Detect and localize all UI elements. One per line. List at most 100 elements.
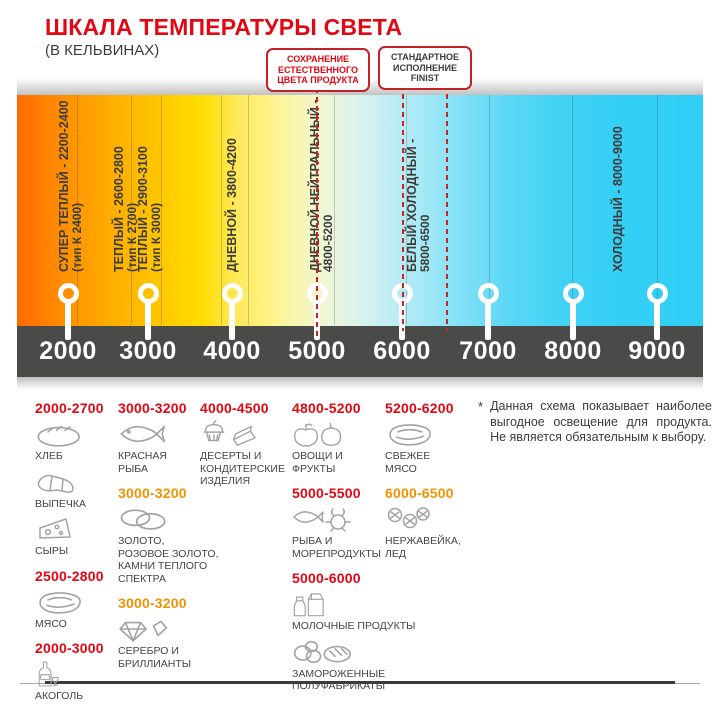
pastry-icon [35,468,115,496]
kelvin-tick-label: 5000 [288,337,346,365]
product-label: РЫБА И МОРЕПРОДУКТЫ [292,535,381,560]
ice-icon [385,505,480,533]
bread-icon [35,420,115,448]
tick-stem [654,302,660,340]
product-label: МОЛОЧНЫЕ ПРОДУКТЫ [292,620,416,632]
light-zone-label: БЕЛЫЙ ХОЛОДНЫЙ -5800-6500 [405,138,432,272]
temp-range-label: 4000-4500 [200,400,269,416]
product-item: ОВОЩИ И ФРУКТЫ [292,420,392,475]
product-column: 3000-3200 КРАСНАЯ РЫБА 3000-3200 ЗОЛОТО, РОЗО… [118,398,219,675]
temp-range-label: 6000-6500 [385,485,454,501]
tick-stem [570,302,576,340]
product-label: СЫРЫ [35,545,69,557]
product-item: РЫБА И МОРЕПРОДУКТЫ [292,505,392,560]
tick-marker [646,283,668,304]
page-title: ШКАЛА ТЕМПЕРАТУРЫ СВЕТА [45,14,403,40]
zone-guide-line [657,95,658,325]
temp-range-label: 3000-3200 [118,595,187,611]
footnote: * Данная схема показывает наиболее выгод… [478,399,712,446]
temp-range-label: 3000-3200 [118,400,187,416]
fruits-icon [292,420,392,448]
product-item: ЗОЛОТО, РОЗОВОЕ ЗОЛОТО, КАМНИ ТЕПЛОГО СПЕКТ… [118,505,219,585]
temp-range-label: 2000-3000 [35,640,104,656]
product-item: ВЫПЕЧКА [35,468,115,511]
temp-range-label: 5000-5500 [292,485,361,501]
zone-guide-line [572,95,573,325]
zone-guide-line [406,95,407,325]
zone-guide-line [248,95,249,325]
dessert-icon [200,420,295,448]
tick-marker [137,283,159,304]
product-item: НЕРЖАВЕЙКА, ЛЕД [385,505,480,560]
product-item: ДЕСЕРТЫ И КОНДИТЕРСКИЕ ИЗДЕЛИЯ [200,420,295,488]
kelvin-tick-label: 2000 [39,337,97,365]
product-column: 5200-6200 СВЕЖЕЕ МЯСО 6000-6500 НЕРЖАВЕЙКА, Л… [385,398,480,565]
product-label: НЕРЖАВЕЙКА, ЛЕД [385,535,461,560]
temp-range-label: 5000-6000 [292,570,361,586]
dairy-icon [292,590,392,618]
temp-range-label: 3000-3200 [118,485,187,501]
zone-guide-line [131,95,132,325]
product-item: ХЛЕБ [35,420,115,463]
zone-guide-line [161,95,162,325]
temp-range-label: 4800-5200 [292,400,361,416]
zone-guide-line [221,95,222,325]
zone-guide-line [489,95,490,325]
kelvin-tick-label: 9000 [628,337,686,365]
kelvin-tick-label: 3000 [119,337,177,365]
light-zone-label: ХОЛОДНЫЙ - 8000-9000 [611,126,625,272]
seafood-icon [292,505,392,533]
tick-marker [221,283,243,304]
kelvin-scale-bar [17,326,703,377]
temp-range-label: 5200-6200 [385,400,454,416]
product-label: КРАСНАЯ РЫБА [118,450,167,475]
product-label: ВЫПЕЧКА [35,497,86,510]
light-zone-label: ТЕПЛЫЙ - 2900-3100 (тип К 3000) [136,146,163,272]
product-label: СЕРЕБРО И БРИЛЛИАНТЫ [118,645,192,670]
temp-range-label: 2500-2800 [35,567,104,584]
product-item: АКОГОЛЬ [35,660,115,703]
callout-leader-line [402,85,404,331]
product-item: СЫРЫ [35,515,115,558]
kelvin-tick-label: 8000 [544,337,602,365]
zone-guide-line [334,95,335,325]
product-item: ЗАМОРОЖЕННЫЕ ПОЛУФАБРИКАТЫ [292,638,392,693]
scale-bar-shadow [17,377,703,390]
product-item: СВЕЖЕЕ МЯСО [385,420,480,475]
tick-stem [229,302,235,340]
kelvin-tick-label: 4000 [203,337,261,365]
tick-marker [562,283,584,304]
product-item: МЯСО [35,588,115,631]
product-label: ЗОЛОТО, РОЗОВОЕ ЗОЛОТО, КАМНИ ТЕПЛОГО СПЕКТ… [118,535,219,585]
tick-stem [65,302,71,340]
product-item: МОЛОЧНЫЕ ПРОДУКТЫ [292,590,416,633]
cheese-icon [35,515,115,543]
temperature-gradient-band [17,95,703,326]
tick-marker [477,283,499,304]
rings-icon [118,505,203,533]
fish-icon [118,420,203,448]
callout-preserve-natural-color: СОХРАНЕНИЕ ЕСТЕСТВЕННОГО ЦВЕТА ПРОДУКТА [266,48,370,92]
footnote-text: Данная схема показывает наиболее выгодно… [490,399,712,444]
kelvin-tick-label: 7000 [459,337,517,365]
tick-stem [145,302,151,340]
light-zone-label: ДНЕВНОЙ НЕЙТРАЛЬНЫЙ -4800-5200 [308,99,335,272]
temp-range-label: 2000-2700 [35,400,104,416]
tick-stem [485,302,491,340]
product-label: ЗАМОРОЖЕННЫЕ ПОЛУФАБРИКАТЫ [292,667,386,693]
product-label: АКОГОЛЬ [35,690,84,702]
callout-finist-standard: СТАНДАРТНОЕ ИСПОЛНЕНИЕ FINIST [378,46,472,90]
product-column: 4000-4500 ДЕСЕРТЫ И КОНДИТЕРСКИЕ ИЗДЕЛИЯ [200,398,295,493]
product-label: ХЛЕБ [35,450,63,462]
light-zone-label: СУПЕР ТЕПЛЫЙ - 2200-2400 (тип К 2400) [57,100,84,272]
bottom-rule-dark [45,681,675,684]
light-zone-label: ДНЕВНОЙ - 3800-4200 [225,138,239,272]
meat-icon [35,588,115,616]
product-column: 2000-2700 ХЛЕБ ВЫПЕЧКА СЫРЫ 2500-2800 МЯСО 200… [35,398,115,704]
callout-leader-line [446,85,448,331]
footnote-asterisk: * [478,399,484,414]
diamond-icon [118,615,203,643]
product-label: ДЕСЕРТЫ И КОНДИТЕРСКИЕ ИЗДЕЛИЯ [200,450,285,487]
page-subtitle: (В КЕЛЬВИНАХ) [45,42,160,59]
